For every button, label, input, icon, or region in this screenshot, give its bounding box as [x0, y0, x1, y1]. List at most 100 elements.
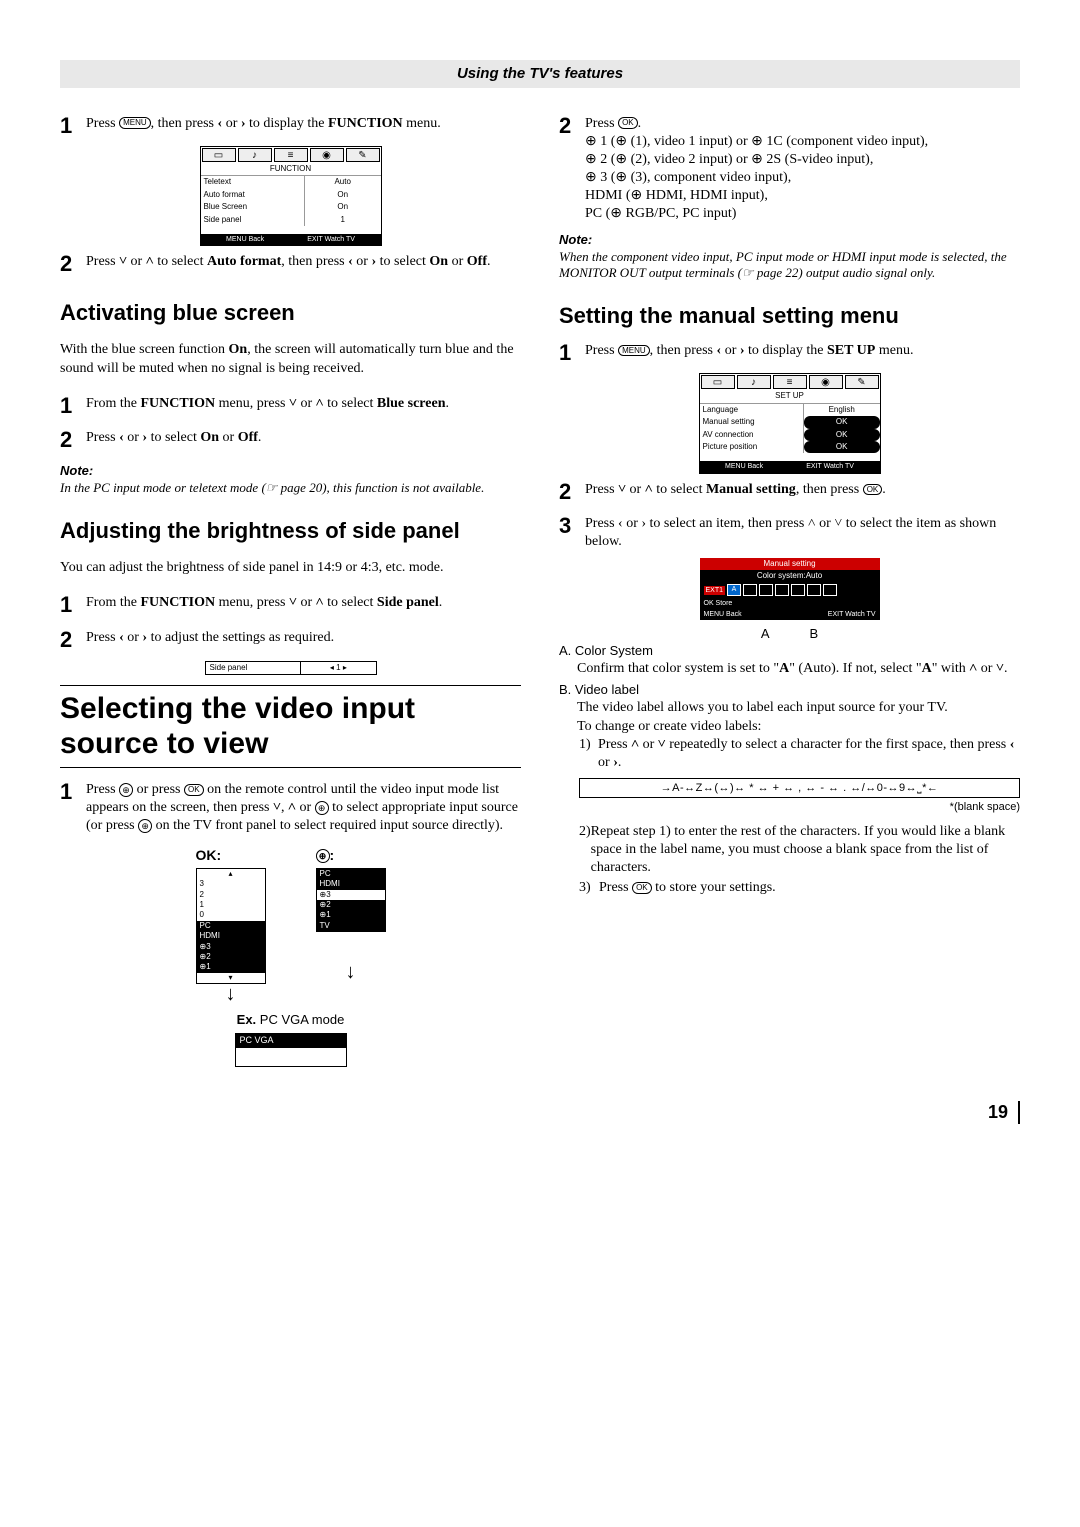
input-line: ⊕ 1 (⊕ (1), video 1 input) or ⊕ 1C (comp…: [585, 134, 928, 149]
up-arrow-icon: ▴: [197, 869, 265, 879]
ms-store-hint: OK Store: [704, 599, 733, 608]
ms-back-hint: MENU Back: [704, 610, 742, 619]
blue-note: In the PC input mode or teletext mode (☞…: [60, 480, 521, 497]
list-item: ⊕2: [197, 952, 265, 962]
example-label: Ex. PC VGA mode: [60, 1012, 521, 1029]
item-b-body2: To change or create video labels:: [577, 718, 1020, 736]
osd-row-label: Picture position: [700, 441, 804, 453]
osd-back-hint: MENU Back: [226, 235, 264, 244]
down-arrow-icon: ▾: [197, 973, 265, 983]
osd-row: LanguageEnglish: [700, 404, 880, 416]
osd-row: Manual settingOK: [700, 416, 880, 428]
osd-tab-icon: ✎: [845, 375, 879, 389]
manual-step-2: 2 Press ˅ or ˄ to select Manual setting,…: [559, 478, 1020, 507]
list-item: 3: [197, 879, 265, 889]
ok-button-icon: OK: [632, 882, 652, 894]
two-column-layout: 1 Press MENU, then press ‹ or › to displ…: [60, 112, 1020, 1071]
heading-select-input: Selecting the video input source to view: [60, 685, 521, 768]
sub-number: 1): [579, 736, 598, 772]
list-item: ⊕3: [197, 942, 265, 952]
osd-row-label: Auto format: [201, 189, 305, 201]
pc-vga-label: PC VGA: [236, 1034, 346, 1048]
sub-text: Repeat step 1) to enter the rest of the …: [591, 823, 1020, 878]
note-label: Note:: [559, 232, 1020, 249]
function-osd: ▭ ♪ ≡ ◉ ✎ FUNCTION TeletextAuto Auto for…: [200, 146, 382, 246]
side-panel-intro: You can adjust the brightness of side pa…: [60, 559, 521, 577]
step-text: Press MENU, then press ‹ or › to display…: [585, 339, 1020, 368]
menu-button-icon: MENU: [119, 117, 151, 129]
right-column: 2 Press OK. ⊕ 1 (⊕ (1), video 1 input) o…: [559, 112, 1020, 1071]
sub-number: 3): [579, 879, 599, 897]
osd-row: TeletextAuto: [201, 176, 381, 188]
sub-text: Press ˄ or ˅ repeatedly to select a char…: [598, 736, 1020, 772]
side-step-2: 2 Press ‹ or › to adjust the settings as…: [60, 626, 521, 655]
step-number: 2: [60, 250, 86, 279]
ok-button-icon: OK: [618, 117, 638, 129]
item-b-sub2: 2) Repeat step 1) to enter the rest of t…: [579, 823, 1020, 878]
osd-row: Blue ScreenOn: [201, 201, 381, 213]
item-a: A. Color System Confirm that color syste…: [559, 643, 1020, 678]
down-arrow-icon: ↓: [316, 962, 386, 982]
osd-footer: MENU Back EXIT Watch TV: [700, 461, 880, 472]
osd-row: Side panel1: [201, 214, 381, 226]
step-text: From the FUNCTION menu, press ˅ or ˄ to …: [86, 392, 521, 421]
down-arrow-icon: ↓: [196, 984, 266, 1004]
heading-manual-setting: Setting the manual setting menu: [559, 302, 1020, 331]
step-text: Press OK. ⊕ 1 (⊕ (1), video 1 input) or …: [585, 112, 1020, 224]
blank-space-note: *(blank space): [559, 800, 1020, 814]
osd-tab-icon: ▭: [701, 375, 735, 389]
character-sequence: →A-↔Z↔(↔)↔ * ↔ + ↔ , ↔ - ↔ . ↔/↔0-↔9↔⎵*←: [579, 778, 1020, 798]
input-line: PC (⊕ RGB/PC, PC input): [585, 206, 736, 221]
list-title: ⊕:: [316, 846, 386, 864]
page-number: 19: [60, 1101, 1020, 1124]
list-item: 0: [197, 910, 265, 920]
osd-watch-hint: EXIT Watch TV: [307, 235, 355, 244]
function-step-1: 1 Press MENU, then press ‹ or › to displ…: [60, 112, 521, 141]
osd-watch-hint: EXIT Watch TV: [806, 462, 854, 471]
pc-vga-osd: PC VGA: [235, 1033, 347, 1067]
ms-bar: EXT1 A: [700, 582, 880, 598]
ms-footer: MENU Back EXIT Watch TV: [700, 609, 880, 620]
item-b-sub3: 3) Press OK to store your settings.: [579, 879, 1020, 897]
list-title: OK:: [196, 846, 266, 864]
step-number: 2: [60, 426, 86, 455]
list-item: 1: [197, 900, 265, 910]
list-item: ⊕3: [317, 890, 385, 900]
step-text: Press ‹ or › to adjust the settings as r…: [86, 626, 521, 655]
ok-button-icon: OK: [184, 784, 204, 796]
osd-row-value: On: [305, 189, 381, 201]
list-item: HDMI: [197, 931, 265, 941]
side-panel-label: Side panel: [206, 662, 302, 674]
list-item: HDMI: [317, 879, 385, 889]
osd-row-label: Blue Screen: [201, 201, 305, 213]
step-number: 3: [559, 512, 585, 551]
function-step-2: 2 Press ˅ or ˄ to select Auto format, th…: [60, 250, 521, 279]
ms-cell: [807, 584, 821, 596]
item-a-title: A. Color System: [559, 643, 1020, 660]
page-header: Using the TV's features: [60, 60, 1020, 88]
list-item: ⊕1: [317, 910, 385, 920]
step-text: From the FUNCTION menu, press ˅ or ˄ to …: [86, 591, 521, 620]
manual-step-1: 1 Press MENU, then press ‹ or › to displ…: [559, 339, 1020, 368]
osd-row-value: Auto: [305, 176, 381, 188]
ok-input-list: OK: ▴ 3 2 1 0 PC HDMI ⊕3 ⊕2 ⊕1 ▾ ↓: [196, 846, 266, 1004]
ms-cell: [775, 584, 789, 596]
osd-row-value: OK: [804, 429, 880, 441]
ms-header: Manual setting: [700, 558, 880, 570]
heading-blue-screen: Activating blue screen: [60, 299, 521, 328]
item-a-body: Confirm that color system is set to "A" …: [577, 660, 1020, 678]
left-column: 1 Press MENU, then press ‹ or › to displ…: [60, 112, 521, 1071]
input-line: ⊕ 3 (⊕ (3), component video input),: [585, 170, 791, 185]
osd-tab-icon: ◉: [310, 148, 344, 162]
step-text: Press ˅ or ˄ to select Manual setting, t…: [585, 478, 1020, 507]
manual-step-3: 3 Press ‹ or › to select an item, then p…: [559, 512, 1020, 551]
osd-tab-icons: ▭ ♪ ≡ ◉ ✎: [201, 147, 381, 163]
osd-tab-icon: ♪: [737, 375, 771, 389]
sub-number: 2): [579, 823, 591, 878]
side-panel-osd: Side panel ◂ 1 ▸: [205, 661, 377, 675]
osd-back-hint: MENU Back: [725, 462, 763, 471]
osd-row-value: On: [305, 201, 381, 213]
osd-row-label: Teletext: [201, 176, 305, 188]
input-line: ⊕ 2 (⊕ (2), video 2 input) or ⊕ 2S (S-vi…: [585, 152, 873, 167]
list-item-selected: PC: [197, 921, 265, 931]
